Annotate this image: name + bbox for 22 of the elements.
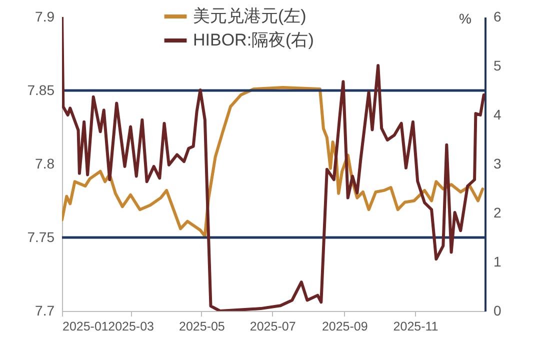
y-tick-label: 7.85 bbox=[27, 82, 55, 98]
y2-tick-label: 4 bbox=[494, 106, 502, 122]
legend-label: HIBOR:隔夜(右) bbox=[193, 30, 314, 50]
legend-label: 美元兑港元(左) bbox=[193, 6, 306, 26]
line-series bbox=[62, 86, 484, 238]
x-tick-label: 2025-05 bbox=[179, 320, 225, 334]
y-tick-label: 7.8 bbox=[35, 156, 55, 172]
x-tick-label: 2025-03 bbox=[108, 320, 154, 334]
y2-tick-label: 5 bbox=[494, 58, 502, 74]
x-tick-label: 2025-09 bbox=[322, 320, 368, 334]
y-tick-label: 7.75 bbox=[27, 229, 55, 245]
y2-tick-label: 6 bbox=[494, 8, 502, 24]
y2-axis-title: % bbox=[459, 10, 472, 26]
x-tick-label: 2025-01 bbox=[62, 320, 108, 334]
y2-tick-label: 1 bbox=[494, 254, 502, 270]
x-tick-label: 2025-11 bbox=[393, 320, 438, 334]
y2-tick-label: 3 bbox=[494, 156, 502, 172]
y-tick-label: 7.9 bbox=[35, 8, 55, 24]
x-tick-label: 2025-07 bbox=[250, 320, 296, 334]
y2-tick-label: 2 bbox=[494, 204, 502, 220]
y-tick-label: 7.7 bbox=[35, 302, 55, 318]
y2-tick-label: 0 bbox=[494, 302, 502, 318]
